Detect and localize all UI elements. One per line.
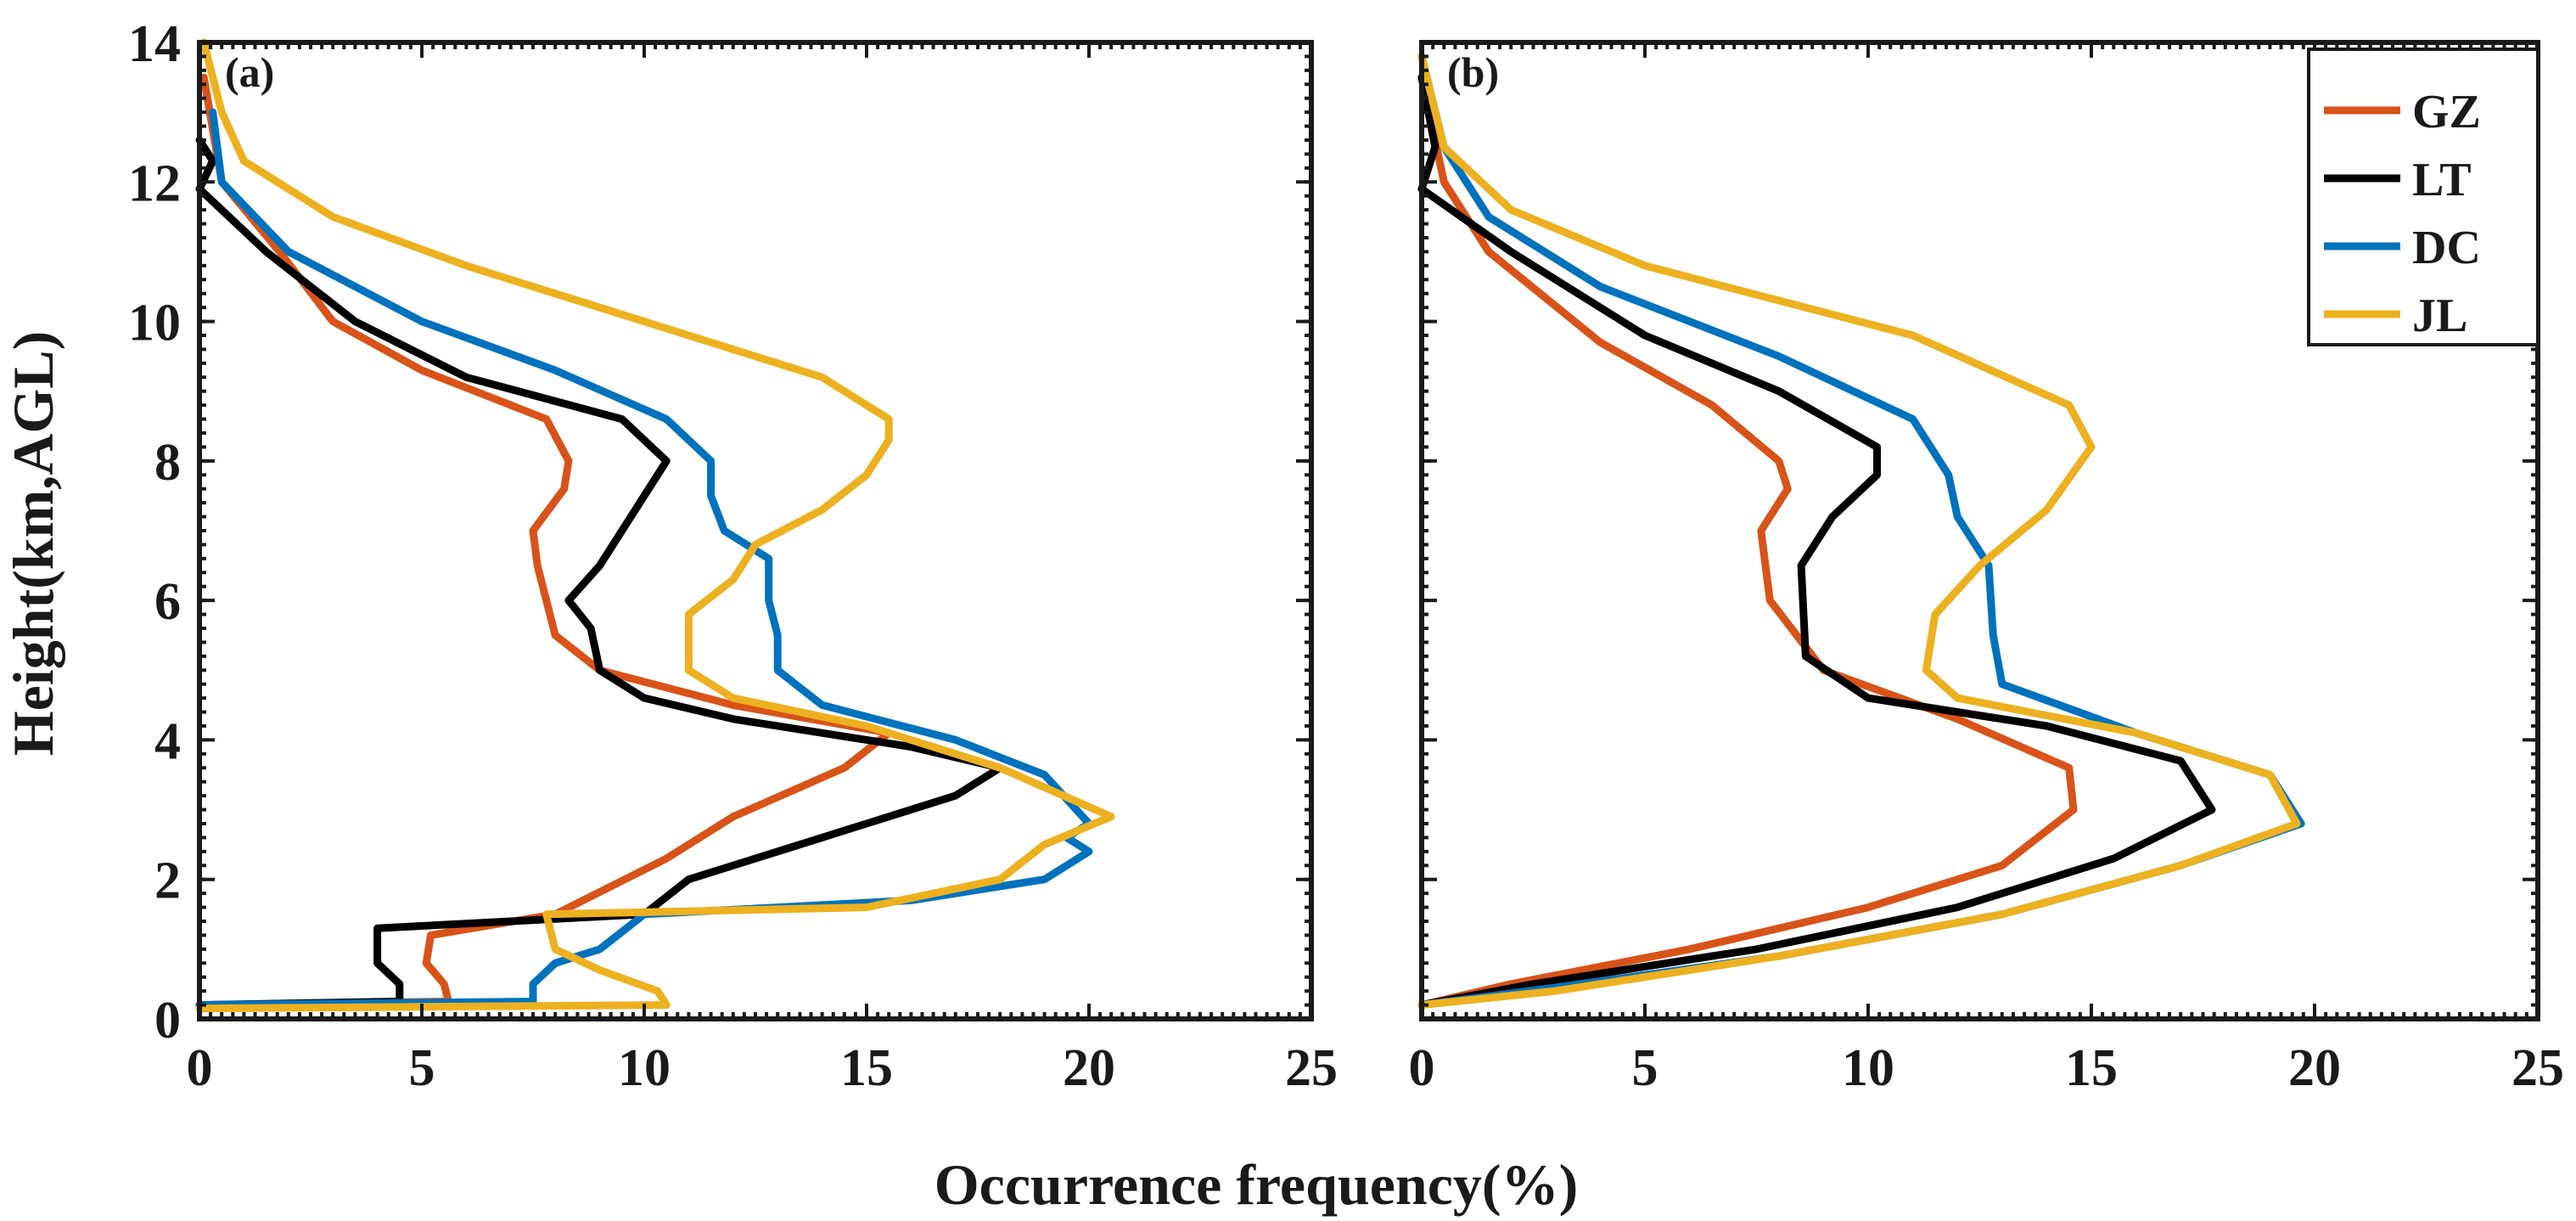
series-line-dc-panel-b (1417, 52, 2305, 1010)
y-tick-label-4: 4 (154, 712, 181, 770)
y-tick-label-0: 0 (154, 992, 181, 1049)
legend-label-gz: GZ (2412, 86, 2481, 138)
panel-a: 0 5 10 15 20 25 0 2 4 6 8 10 12 14 (a) (128, 15, 1338, 1097)
series-line-jl-panel-b (1417, 52, 2301, 1010)
legend-box (2307, 48, 2540, 346)
series-line-dc-panel-a (195, 108, 1093, 1010)
x-tick-label-a-15: 15 (840, 1039, 893, 1097)
y-tick-label-2: 2 (154, 852, 181, 910)
x-tick-label-a-20: 20 (1063, 1039, 1115, 1097)
x-tick-label-b-5: 5 (1632, 1039, 1658, 1097)
series-line-jl-panel-a (195, 38, 1115, 1013)
panel-b: 0 5 10 15 20 25 (b) (1409, 40, 2564, 1097)
x-axis-title: Occurrence frequency(%) (934, 1152, 1578, 1217)
series-line-gz-panel-a (195, 73, 893, 1010)
x-tick-label-b-20: 20 (2288, 1039, 2341, 1097)
series-line-lt-panel-b (1417, 73, 2216, 1010)
y-tick-label-8: 8 (154, 434, 181, 492)
legend-label-lt: LT (2412, 154, 2472, 206)
legend: GZ LT DC JL (2307, 48, 2540, 346)
x-tick-label-a-0: 0 (187, 1039, 213, 1097)
x-tick-label-b-25: 25 (2511, 1039, 2564, 1097)
legend-label-jl: JL (2412, 290, 2467, 342)
legend-label-dc: DC (2412, 222, 2481, 274)
y-tick-label-10: 10 (128, 295, 181, 352)
y-tick-label-14: 14 (128, 15, 181, 73)
y-axis-title: Height(km,AGL) (1, 331, 65, 757)
x-tick-label-b-15: 15 (2065, 1039, 2118, 1097)
y-tick-label-6: 6 (154, 573, 181, 631)
panel-label-a: (a) (225, 48, 274, 96)
series-line-lt-panel-a (195, 136, 1004, 1010)
axes-frame-a (197, 40, 1314, 1021)
panel-label-b: (b) (1447, 48, 1499, 96)
series-line-gz-panel-b (1417, 73, 2078, 1010)
x-tick-label-a-10: 10 (618, 1039, 671, 1097)
x-tick-label-a-25: 25 (1285, 1039, 1338, 1097)
x-tick-label-b-10: 10 (1842, 1039, 1894, 1097)
x-tick-label-a-5: 5 (409, 1039, 435, 1097)
x-tick-label-b-0: 0 (1409, 1039, 1435, 1097)
y-tick-label-12: 12 (128, 155, 181, 212)
